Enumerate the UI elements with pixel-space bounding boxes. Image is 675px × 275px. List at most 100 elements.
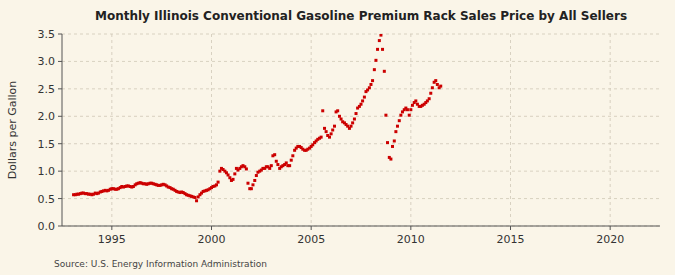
point <box>409 108 412 111</box>
grid-line <box>62 61 660 62</box>
tick-label: 2010 <box>397 233 425 246</box>
points <box>72 34 442 202</box>
point <box>195 199 198 202</box>
point <box>391 145 394 148</box>
tick <box>58 143 62 144</box>
point <box>227 173 230 176</box>
point <box>434 79 437 82</box>
tick <box>211 226 212 230</box>
tick <box>58 61 62 62</box>
tick <box>58 88 62 89</box>
point <box>325 130 328 133</box>
point <box>361 99 364 102</box>
point <box>373 68 376 71</box>
point <box>374 59 377 62</box>
tick-label: 0.5 <box>38 193 56 206</box>
point <box>275 160 278 163</box>
point <box>379 34 382 37</box>
point <box>353 118 356 121</box>
point <box>363 96 366 99</box>
point <box>429 92 432 95</box>
tick-label: 2000 <box>198 233 226 246</box>
point <box>328 136 331 139</box>
grid-line <box>111 34 112 226</box>
point <box>369 83 372 86</box>
point <box>285 161 288 164</box>
background <box>0 0 675 275</box>
point <box>255 174 258 177</box>
point <box>273 153 276 156</box>
tick <box>111 226 112 230</box>
tick-label: 3.0 <box>38 55 56 68</box>
y-axis-label: Dollars per Gallon <box>6 81 19 180</box>
tick-label: 2.5 <box>38 83 56 96</box>
point <box>330 132 333 135</box>
tick <box>510 226 511 230</box>
grid-line <box>62 34 660 35</box>
point <box>268 167 271 170</box>
tick <box>610 226 611 230</box>
tick <box>410 226 411 230</box>
tick-label: 3.5 <box>38 28 56 41</box>
point <box>290 159 293 162</box>
tick <box>58 198 62 199</box>
point <box>291 154 294 157</box>
point <box>428 97 431 100</box>
point <box>436 83 439 86</box>
grid-line <box>62 198 660 199</box>
point <box>228 176 231 179</box>
tick <box>58 116 62 117</box>
point <box>368 86 371 89</box>
point <box>321 109 324 112</box>
tick-label: 2020 <box>596 233 624 246</box>
point <box>378 39 381 42</box>
tick-label: 1995 <box>98 233 126 246</box>
title: Monthly Illinois Conventional Gasoline P… <box>95 9 627 23</box>
x-axis <box>62 226 660 227</box>
tick <box>58 171 62 172</box>
grid-line <box>62 171 660 172</box>
point <box>394 130 397 133</box>
tick-label: 1.5 <box>38 138 56 151</box>
point <box>217 181 220 184</box>
point <box>333 125 336 128</box>
point <box>414 99 417 102</box>
point <box>270 164 273 167</box>
point <box>193 196 196 199</box>
tick-label: 0.0 <box>38 220 56 233</box>
point <box>245 167 248 170</box>
chart: 0.00.51.01.52.02.53.03.51995200020052010… <box>0 0 675 275</box>
tick-label: 2.0 <box>38 110 56 123</box>
grid-line <box>311 34 312 226</box>
point <box>431 86 434 89</box>
point <box>411 104 414 107</box>
point <box>360 103 363 106</box>
point <box>232 178 235 181</box>
point <box>336 109 339 112</box>
source-note: Source: U.S. Energy Information Administ… <box>54 259 267 269</box>
point <box>251 183 254 186</box>
grid-line <box>62 226 660 227</box>
point <box>218 170 221 173</box>
grid-line <box>410 34 411 226</box>
point <box>355 112 358 115</box>
point <box>350 125 353 128</box>
point <box>439 85 442 88</box>
point <box>233 172 236 175</box>
point <box>320 136 323 139</box>
y-axis <box>62 34 63 226</box>
grid-line <box>62 143 660 144</box>
point <box>215 183 218 186</box>
point <box>288 164 291 167</box>
grid-line <box>211 34 212 226</box>
point <box>246 182 249 185</box>
grid-line <box>610 34 611 226</box>
grid <box>62 34 660 226</box>
point <box>376 48 379 51</box>
grid-line <box>62 88 660 89</box>
point <box>384 114 387 117</box>
grid-line <box>510 34 511 226</box>
tick-label: 2015 <box>497 233 525 246</box>
point <box>371 79 374 82</box>
point <box>386 141 389 144</box>
